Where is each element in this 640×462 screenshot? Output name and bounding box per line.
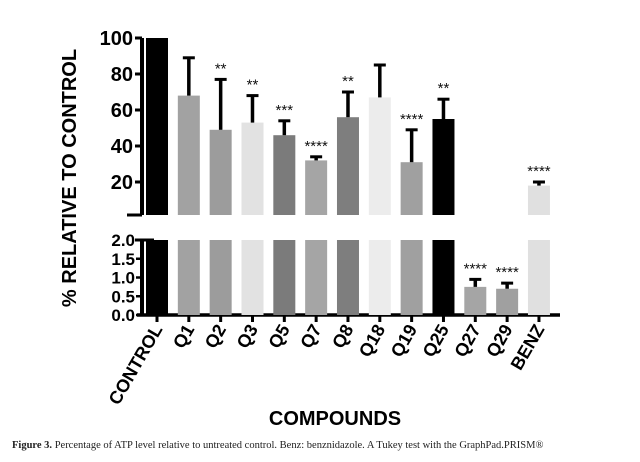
x-tick-label-Q3: Q3 [233, 321, 262, 352]
significance-Q8: ** [342, 73, 354, 90]
bar-chart: 100 80 60 40 20 2.01.51.00.50.0 % RELATIVE TO … [59, 28, 560, 430]
bar-lower-Q25 [432, 240, 455, 315]
bar-lower-Q7 [305, 240, 328, 315]
x-tick-label-Q7: Q7 [296, 321, 325, 352]
bar-lower-BENZ [527, 240, 550, 315]
x-tick-label-Q2: Q2 [201, 321, 230, 352]
significance-Q5: *** [276, 102, 294, 119]
bar-lower-Q1 [177, 240, 200, 315]
bar-lower-Q19 [400, 240, 423, 315]
y-tick-label: 2.0 [111, 231, 135, 250]
significance-Q7: **** [304, 138, 328, 155]
caption-label: Figure 3. [12, 440, 53, 451]
y-tick-label: 100 [100, 28, 133, 50]
bar-Q18 [368, 97, 391, 215]
x-tick-label-Q27: Q27 [450, 321, 484, 360]
y-tick-label: 1.5 [111, 250, 135, 269]
y-tick-label: 1.0 [111, 269, 135, 288]
x-tick-label-Q19: Q19 [387, 321, 421, 360]
x-tick-label-Q8: Q8 [328, 321, 357, 352]
y-tick-label: 80 [111, 64, 133, 86]
bar-Q1 [177, 95, 200, 215]
y-tick-label: 0.0 [111, 306, 135, 325]
caption-text: Percentage of ATP level relative to untr… [52, 440, 544, 451]
significance-Q3: ** [247, 77, 259, 94]
significance-Q25: ** [438, 80, 450, 97]
significance-Q27: **** [464, 260, 488, 277]
y-tick-label: 0.5 [111, 287, 135, 306]
significance-Q29: **** [495, 264, 519, 281]
y-tick-label: 40 [111, 136, 133, 158]
y-tick-label: 20 [111, 172, 133, 194]
bar-lower-Q2 [209, 240, 232, 315]
bar-lower-Q3 [241, 240, 264, 315]
bar-BENZ [527, 185, 550, 215]
x-tick-label-Q18: Q18 [355, 321, 389, 360]
x-tick-label-Q1: Q1 [169, 321, 198, 352]
bar-Q19 [400, 162, 423, 215]
significance-Q2: ** [215, 60, 227, 77]
bar-lower-Q29 [496, 288, 519, 315]
bar-Q5 [273, 135, 296, 215]
bar-Q2 [209, 129, 232, 215]
x-tick-label-Q5: Q5 [264, 321, 293, 352]
bar-lower-Q8 [336, 240, 359, 315]
bar-lower-Q5 [273, 240, 296, 315]
bar-lower-Q27 [464, 286, 487, 315]
bar-Q7 [305, 160, 328, 215]
x-tick-label-Q25: Q25 [419, 321, 453, 360]
x-axis-label: COMPOUNDS [269, 408, 401, 430]
y-axis-label: % RELATIVE TO CONTROL [59, 49, 81, 307]
bar-lower-Q18 [368, 240, 391, 315]
figure-caption: Figure 3. Percentage of ATP level relati… [12, 440, 543, 451]
bar-Q8 [336, 117, 359, 215]
bar-Q3 [241, 122, 264, 215]
significance-BENZ: **** [527, 163, 551, 180]
bar-CONTROL [146, 38, 168, 215]
bar-Q25 [432, 119, 455, 215]
y-tick-label: 60 [111, 100, 133, 122]
bar-lower-CONTROL [146, 240, 168, 315]
significance-Q19: **** [400, 111, 424, 128]
x-tick-label-CONTROL: CONTROL [105, 321, 167, 408]
